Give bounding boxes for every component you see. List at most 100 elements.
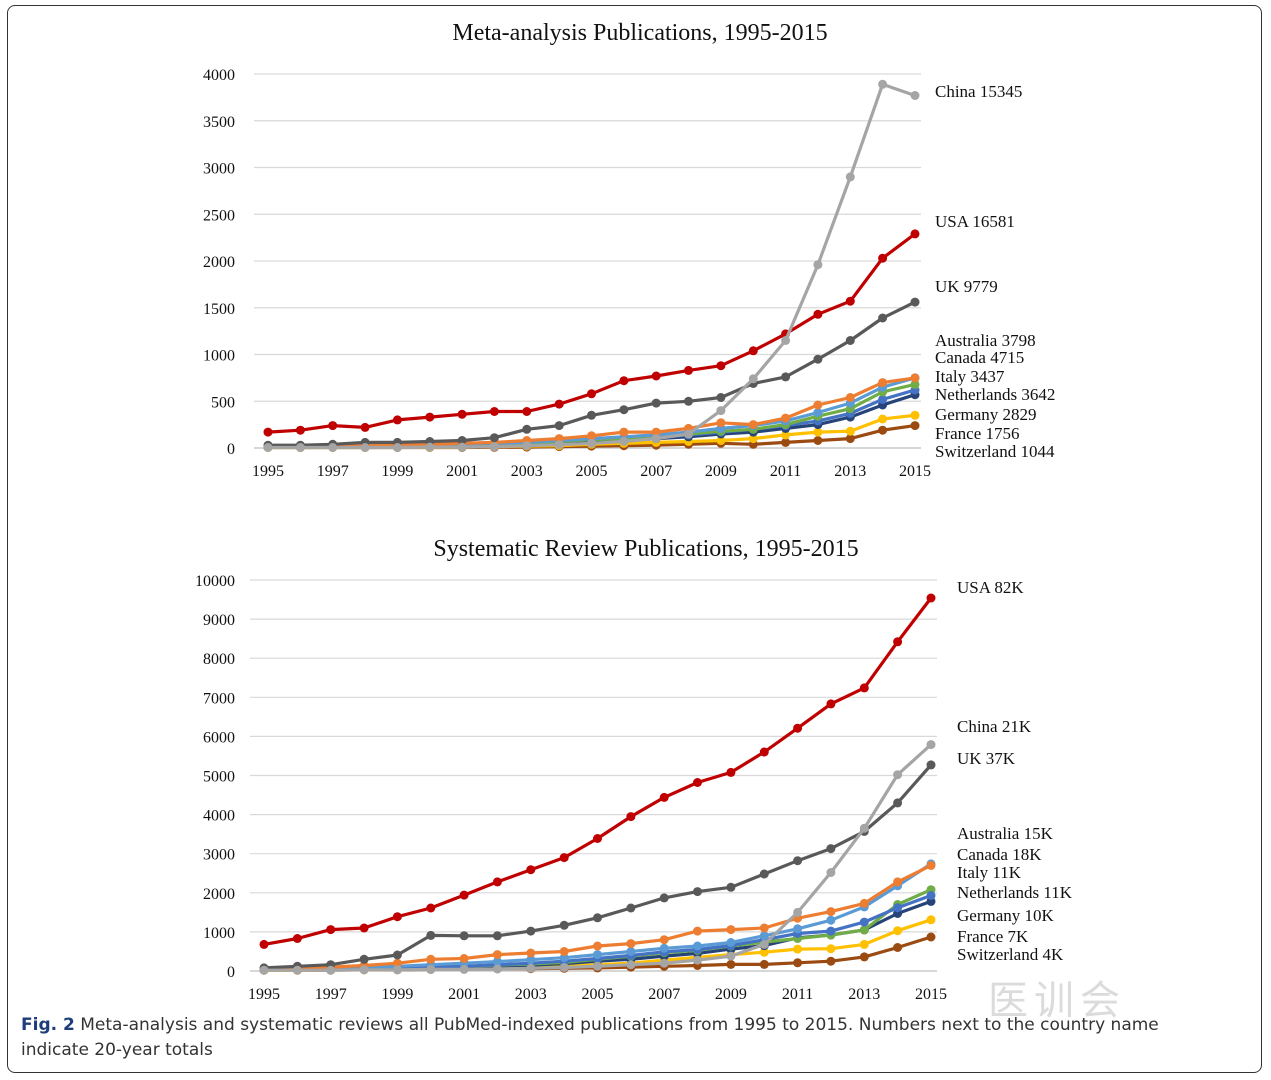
data-point-china [748,374,758,384]
data-point-uk [845,336,855,345]
data-point-usa [392,415,402,425]
data-point-china [759,939,769,949]
data-point-australia [459,954,469,963]
data-point-usa [626,812,636,822]
data-point-france [859,939,869,949]
data-point-china [926,740,936,750]
data-point-usa [292,934,302,943]
x-tick-label: 2007 [648,986,680,1003]
x-tick-label: 2013 [848,986,880,1003]
data-point-uk [359,954,369,964]
data-point-france [926,915,936,925]
x-tick-label: 2009 [715,986,747,1003]
data-point-usa [489,407,499,416]
data-point-usa [459,890,469,900]
data-point-usa [619,376,629,386]
data-point-australia [759,923,769,933]
data-point-china [893,770,903,780]
data-point-uk [459,931,469,941]
chart-title: Systematic Review Publications, 1995-201… [433,536,858,562]
data-point-usa [392,912,402,922]
data-point-australia [726,925,736,935]
data-point-netherlands [859,925,869,935]
series-label-china: China 21K [957,717,1032,736]
series-label-china: China 15345 [935,82,1022,101]
data-point-china [684,429,693,439]
x-tick-label: 2003 [515,986,547,1003]
data-point-uk [651,398,661,408]
data-point-australia [659,935,669,945]
y-tick-label: 0 [227,964,235,981]
data-point-usa [893,637,903,647]
watermark-logo: 医训会 [988,978,1126,1024]
data-point-usa [684,365,693,375]
data-point-australia [492,950,502,960]
data-point-canada [793,924,803,934]
data-point-china [295,443,305,452]
data-point-uk [693,887,702,897]
data-point-usa [859,683,869,693]
data-point-france [748,434,758,444]
data-point-australia [587,431,596,441]
data-point-usa [587,389,596,399]
data-point-uk [793,856,803,866]
data-point-switzerland [893,943,903,952]
data-point-usa [813,309,823,319]
data-point-italy [826,926,836,936]
data-point-australia [626,939,636,949]
data-point-uk [926,760,936,770]
data-point-china [360,443,370,452]
data-point-switzerland [845,434,855,444]
data-point-usa [878,253,888,263]
y-tick-label: 500 [211,394,235,411]
data-point-switzerland [726,959,736,969]
data-point-usa [522,407,532,416]
data-point-usa [360,422,370,432]
series-label-germany: Germany 2829 [935,405,1037,424]
data-point-france [781,430,791,440]
series-label-usa: USA 16581 [935,212,1015,231]
x-tick-label: 2011 [770,463,801,480]
data-point-uk [392,950,402,960]
y-tick-label: 3000 [203,161,235,178]
y-tick-label: 4000 [203,808,235,825]
series-label-uk: UK 37K [957,749,1016,768]
data-point-china [626,960,636,970]
data-point-china [292,965,302,975]
data-point-italy [859,917,869,927]
data-point-china [263,443,273,452]
data-point-australia [651,427,661,437]
x-tick-label: 1997 [317,463,349,480]
series-label-australia: Australia 15K [957,824,1054,843]
y-tick-label: 2500 [203,207,235,224]
data-point-uk [587,410,596,420]
data-point-china [845,172,855,182]
data-point-uk [726,882,736,892]
data-point-uk [826,844,836,854]
data-point-switzerland [793,958,803,968]
data-point-australia [826,907,836,917]
series-label-switzerland: Switzerland 1044 [935,442,1055,461]
data-point-usa [593,834,602,843]
data-point-china [659,958,669,968]
data-point-france [813,427,823,437]
y-tick-label: 3500 [203,114,235,131]
data-point-usa [826,699,836,709]
data-point-usa [748,346,758,356]
data-point-australia [859,898,869,908]
y-tick-label: 4000 [203,67,235,84]
x-tick-label: 2015 [915,986,947,1003]
x-tick-label: 2015 [899,463,931,480]
data-point-australia [559,947,569,956]
data-point-china [693,955,702,965]
data-point-uk [593,913,602,923]
x-tick-label: 1995 [252,463,284,480]
data-point-france [826,944,836,954]
data-point-usa [295,425,305,435]
data-point-australia [926,860,936,870]
x-tick-label: 2001 [446,463,478,480]
data-point-china [793,907,803,917]
caption-figure-label: Fig. 2 [21,1015,75,1035]
data-point-china [910,91,920,100]
x-tick-label: 2005 [576,463,608,480]
